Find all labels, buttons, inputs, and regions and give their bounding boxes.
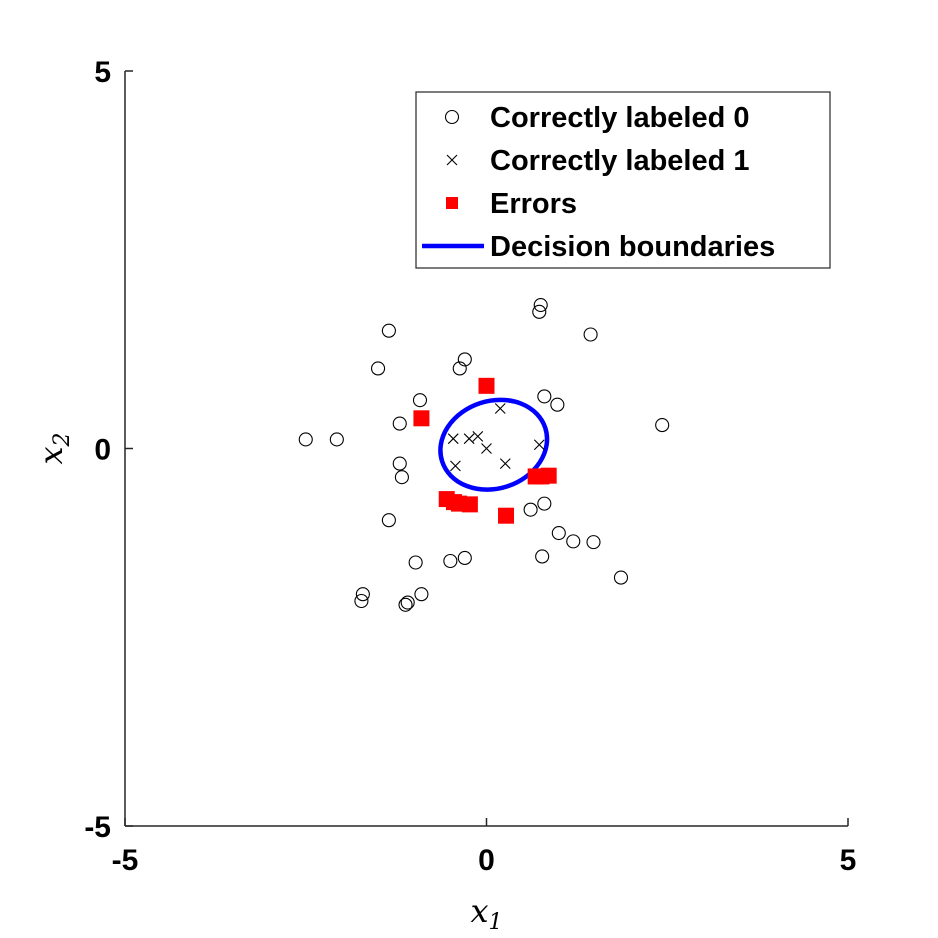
point-label-1 bbox=[481, 443, 492, 454]
legend-circle-marker bbox=[444, 109, 460, 125]
point-label-0 bbox=[532, 304, 547, 319]
point-label-0 bbox=[452, 361, 467, 376]
y-tick-label: 0 bbox=[94, 434, 111, 467]
axes bbox=[124, 70, 849, 827]
x-axis-label: x1 bbox=[470, 892, 502, 935]
point-label-0 bbox=[537, 496, 552, 511]
point-label-0 bbox=[398, 597, 413, 612]
point-label-0 bbox=[298, 432, 313, 447]
point-label-0 bbox=[583, 327, 598, 342]
point-error bbox=[478, 377, 495, 394]
point-label-0 bbox=[655, 418, 670, 433]
legend-entry-label: Correctly labeled 0 bbox=[490, 102, 750, 134]
point-label-1 bbox=[447, 433, 459, 445]
data-points bbox=[298, 297, 670, 612]
y-tick-label: 5 bbox=[94, 56, 111, 89]
point-label-0 bbox=[394, 470, 409, 485]
point-label-0 bbox=[535, 549, 550, 564]
point-error bbox=[461, 496, 478, 513]
point-label-0 bbox=[412, 393, 428, 408]
x-axis-label-sub: 1 bbox=[489, 910, 503, 935]
point-label-0 bbox=[400, 595, 415, 610]
point-label-0 bbox=[408, 555, 423, 570]
point-label-0 bbox=[381, 323, 396, 338]
point-label-0 bbox=[457, 550, 472, 566]
point-label-1 bbox=[472, 431, 484, 442]
point-label-0 bbox=[329, 432, 344, 447]
point-label-0 bbox=[457, 352, 472, 367]
legend-box bbox=[415, 91, 831, 269]
point-label-1 bbox=[499, 458, 511, 469]
x-tick-label: -5 bbox=[112, 844, 139, 877]
x-axis-label-base: x bbox=[470, 892, 488, 930]
point-label-0 bbox=[370, 361, 386, 376]
axis-labels: x1 x2 bbox=[32, 432, 503, 935]
legend-cross-marker bbox=[446, 154, 458, 166]
point-label-0 bbox=[523, 502, 538, 517]
point-label-1 bbox=[533, 439, 545, 451]
point-error bbox=[498, 507, 515, 524]
y-axis-label-sub: 2 bbox=[50, 432, 75, 447]
x-tick-label: 0 bbox=[478, 844, 495, 877]
legend: Correctly labeled 0 Correctly labeled 1 Er… bbox=[415, 91, 831, 269]
y-axis-label: x2 bbox=[32, 432, 75, 464]
point-error bbox=[413, 410, 430, 427]
point-label-0 bbox=[613, 570, 629, 585]
legend-entry-label: Errors bbox=[490, 188, 577, 220]
point-label-0 bbox=[381, 513, 396, 528]
point-error bbox=[540, 467, 557, 484]
point-label-0 bbox=[537, 389, 552, 404]
point-label-0 bbox=[566, 534, 581, 549]
point-label-0 bbox=[550, 397, 565, 412]
tick-labels: -5 0 5 -5 0 5 bbox=[84, 56, 856, 877]
decision-boundary bbox=[438, 397, 550, 492]
point-label-0 bbox=[392, 456, 407, 471]
point-label-1 bbox=[450, 460, 461, 472]
legend-square-marker bbox=[446, 197, 458, 209]
y-axis-label-base: x bbox=[32, 446, 70, 464]
point-label-0 bbox=[355, 587, 370, 602]
point-label-0 bbox=[551, 526, 566, 541]
point-label-1 bbox=[494, 403, 506, 414]
point-label-0 bbox=[354, 593, 369, 609]
point-label-0 bbox=[392, 416, 407, 431]
point-label-0 bbox=[533, 297, 548, 313]
legend-entry-label: Decision boundaries bbox=[490, 231, 775, 263]
legend-entry-label: Correctly labeled 1 bbox=[490, 145, 750, 177]
point-label-1 bbox=[463, 433, 475, 445]
y-tick-label: -5 bbox=[84, 811, 111, 844]
decision-boundary-ellipse bbox=[438, 397, 550, 492]
point-label-0 bbox=[586, 535, 601, 550]
point-label-0 bbox=[414, 587, 429, 602]
point-label-0 bbox=[443, 553, 458, 569]
x-tick-label: 5 bbox=[840, 844, 857, 877]
